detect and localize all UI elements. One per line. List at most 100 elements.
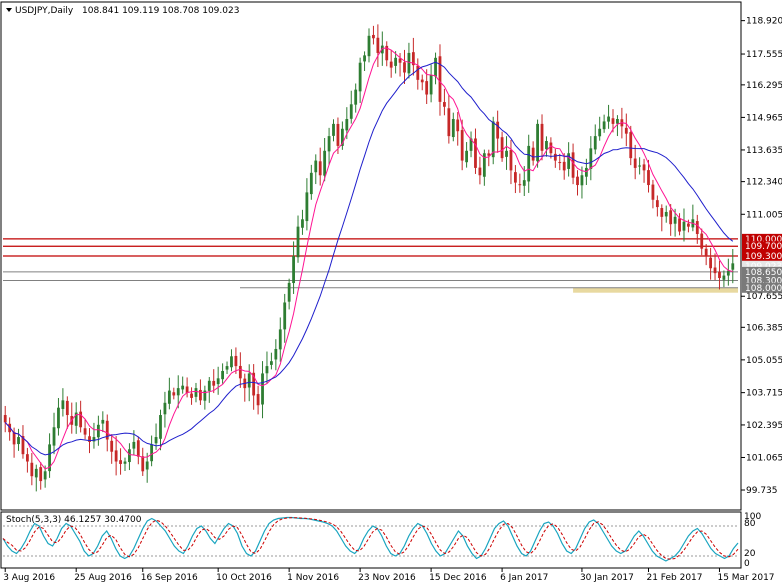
candle-body xyxy=(465,150,468,163)
candle-body xyxy=(629,132,633,159)
candle-body xyxy=(598,128,602,137)
candle-body xyxy=(340,128,344,146)
candle-body xyxy=(17,437,20,445)
candle-body xyxy=(172,392,176,396)
price-tick-label: 118.920 xyxy=(746,17,782,27)
stoch-scale-100: 100 xyxy=(744,512,761,522)
stoch-scale-80: 80 xyxy=(744,519,756,529)
candle-body xyxy=(145,461,149,470)
price-tick-label: 112.340 xyxy=(746,178,782,188)
candle-body xyxy=(261,373,264,405)
candle-body xyxy=(114,450,118,462)
candle-body xyxy=(398,58,402,63)
candle-body xyxy=(61,400,65,409)
candle-body xyxy=(57,407,60,429)
candle-body xyxy=(420,79,424,83)
candle-body xyxy=(704,248,708,256)
stoch-main-line xyxy=(2,516,739,562)
candle-body xyxy=(92,437,96,442)
candle-body xyxy=(292,256,295,284)
candle-body xyxy=(700,233,704,249)
candle-body xyxy=(580,175,584,186)
candle-body xyxy=(216,378,220,385)
candle-body xyxy=(230,356,233,368)
candle-body xyxy=(332,123,335,136)
moving-averages xyxy=(4,47,734,470)
candle-body xyxy=(726,270,730,276)
price-tick-label: 102.395 xyxy=(746,421,782,431)
candle-body xyxy=(159,415,162,439)
candle-body xyxy=(225,366,229,370)
candle-body xyxy=(611,118,615,124)
price-tick-label: 113.635 xyxy=(746,146,782,156)
candle-body xyxy=(190,393,193,398)
level-price-tag-label: 108.000 xyxy=(745,284,782,294)
date-tick-label: 15 Dec 2016 xyxy=(429,573,487,583)
candle-body xyxy=(567,153,571,169)
candle-body xyxy=(167,390,171,404)
candle-body xyxy=(12,432,16,445)
candle-body xyxy=(695,221,699,234)
candle-body xyxy=(79,411,83,428)
candle-body xyxy=(394,57,398,66)
candle-body xyxy=(709,257,712,269)
candle-body xyxy=(438,56,442,102)
candle-body xyxy=(323,150,327,176)
candle-body xyxy=(664,211,668,217)
candle-body xyxy=(367,35,371,57)
candle-body xyxy=(522,180,526,186)
candle-body xyxy=(372,34,375,39)
candle-body xyxy=(616,118,619,124)
candle-body xyxy=(673,216,677,224)
candle-body xyxy=(34,468,38,478)
candle-body xyxy=(589,148,593,169)
date-tick-label: 3 Aug 2016 xyxy=(3,573,55,583)
candle-body xyxy=(101,419,105,424)
candle-body xyxy=(21,436,25,455)
candle-body xyxy=(558,162,562,164)
candle-body xyxy=(434,57,437,77)
date-tick-label: 25 Aug 2016 xyxy=(74,573,132,583)
candle-body xyxy=(602,121,606,130)
candle-body xyxy=(185,386,189,394)
candle-body xyxy=(443,102,446,107)
price-tick-label: 101.065 xyxy=(746,453,782,463)
candle-body xyxy=(562,161,566,171)
candle-body xyxy=(647,170,650,186)
level-price-tag-label: 108.300 xyxy=(745,276,782,286)
candle-body xyxy=(411,52,415,66)
stoch-label: Stoch(5,3,3) 46.1257 30.4700 xyxy=(6,515,142,525)
collapse-triangle-icon[interactable] xyxy=(6,8,12,12)
level-price-tag xyxy=(742,282,782,293)
candle-body xyxy=(176,388,180,396)
price-tick-label: 106.385 xyxy=(746,323,782,333)
candle-body xyxy=(119,460,122,464)
slow-moving-average-line xyxy=(4,61,734,456)
candle-body xyxy=(549,142,553,154)
candle-body xyxy=(136,440,140,457)
candle-body xyxy=(194,388,198,397)
candle-body xyxy=(487,153,491,156)
candle-body xyxy=(531,147,535,161)
candle-body xyxy=(154,437,158,444)
candle-body xyxy=(722,275,726,280)
candle-body xyxy=(318,161,322,176)
candle-body xyxy=(39,467,43,482)
ohlc-readout: 108.841 109.119 108.708 109.023 xyxy=(82,6,239,16)
candle-body xyxy=(731,263,735,270)
price-tick-label: 105.055 xyxy=(746,356,782,366)
level-price-tag xyxy=(742,251,782,261)
candle-body xyxy=(181,385,185,390)
candle-body xyxy=(403,62,406,73)
level-price-tags: 110.000109.700109.300109.023108.650108.3… xyxy=(742,233,782,294)
level-price-tag xyxy=(742,266,782,277)
candle-body xyxy=(553,153,557,161)
candle-body xyxy=(389,61,393,68)
time-axis: 3 Aug 2016 25 Aug 2016 16 Sep 2016 10 Oct 2… xyxy=(3,568,775,583)
candle-body xyxy=(482,153,486,177)
level-price-tag xyxy=(742,275,782,286)
candle-body xyxy=(545,141,548,150)
candle-body xyxy=(416,65,420,80)
candle-body xyxy=(336,123,340,146)
